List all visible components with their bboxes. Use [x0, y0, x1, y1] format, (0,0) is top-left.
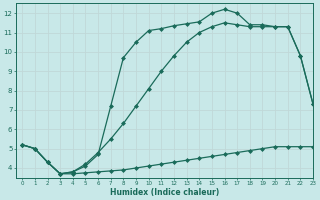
X-axis label: Humidex (Indice chaleur): Humidex (Indice chaleur): [110, 188, 219, 197]
